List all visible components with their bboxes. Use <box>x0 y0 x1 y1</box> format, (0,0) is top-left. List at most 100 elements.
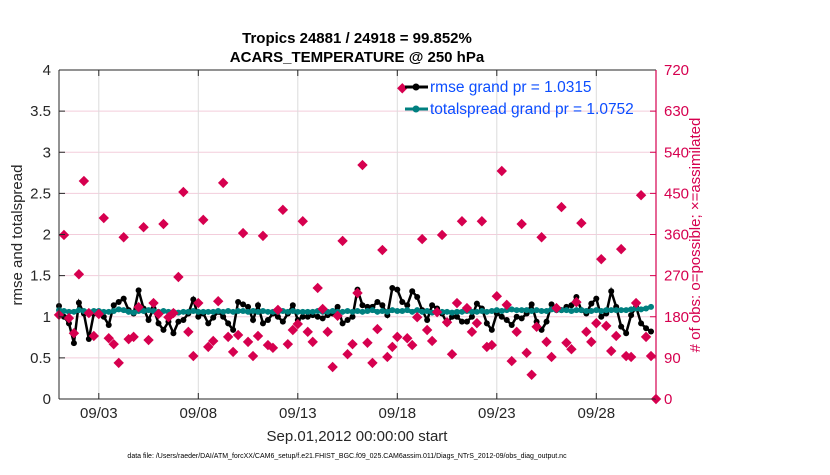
rmse-point <box>648 328 655 335</box>
y-tick-label: 2.5 <box>30 185 51 202</box>
totalspread-point <box>598 307 605 314</box>
totalspread-point <box>493 307 500 314</box>
obs-count-point <box>302 326 313 338</box>
totalspread-point <box>563 307 570 314</box>
chart-title-line-1: Tropics 24881 / 24918 = 99.852% <box>242 30 472 47</box>
y-tick-label: 4 <box>43 62 51 79</box>
legend-rmse-marker <box>412 83 420 91</box>
totalspread-point <box>613 307 620 314</box>
obs-count-point <box>556 201 567 213</box>
grid <box>59 70 656 399</box>
rmse-point <box>235 298 242 305</box>
rmse-point <box>259 320 266 327</box>
totalspread-point <box>220 308 227 315</box>
totalspread-point <box>419 308 426 315</box>
rmse-point <box>255 302 261 309</box>
obs-count-point <box>640 331 652 343</box>
rmse-point <box>210 314 217 321</box>
totalspread-point <box>359 308 366 315</box>
obs-count-point <box>392 331 403 343</box>
y-axis-label: rmse and totalspread <box>9 165 26 306</box>
rmse-point <box>230 326 237 333</box>
rmse-point <box>409 288 416 295</box>
rmse-point <box>70 340 77 347</box>
rmse-point <box>304 313 311 320</box>
obs-count-point <box>188 350 199 362</box>
obs-count-point <box>158 218 169 230</box>
obs-count-point <box>272 304 284 316</box>
obs-count-point <box>322 326 333 338</box>
totalspread-point <box>294 308 301 315</box>
totalspread-point <box>215 307 222 314</box>
rmse-point <box>643 325 650 332</box>
y-right-tick-label: 0 <box>664 391 672 408</box>
totalspread-point <box>593 307 600 314</box>
obs-count-point <box>387 341 398 353</box>
obs-count-point <box>332 310 343 322</box>
rmse-point <box>120 295 127 302</box>
y-right-tick-label: 540 <box>664 144 689 161</box>
totalspread-point <box>648 303 655 310</box>
obs-count-point <box>277 204 289 216</box>
obs-count-point <box>606 345 617 357</box>
obs-count-point <box>516 218 527 230</box>
obs-count-point <box>257 230 269 242</box>
x-tick-label: 09/28 <box>578 405 616 422</box>
legend-totalspread-marker <box>412 105 420 113</box>
series-layer <box>53 83 662 405</box>
y-right-tick-label: 270 <box>664 268 689 285</box>
obs-count-point <box>357 159 368 171</box>
y-right-tick-label: 630 <box>664 103 689 120</box>
obs-count-point <box>421 324 433 336</box>
rmse-point <box>593 295 600 302</box>
rmse-point <box>548 301 555 308</box>
obs-count-point <box>446 349 458 360</box>
totalspread-point <box>284 308 291 315</box>
rmse-point <box>414 294 421 301</box>
rmse-point <box>623 330 630 337</box>
totalspread-point <box>225 307 232 314</box>
totalspread-point <box>205 308 212 315</box>
rmse-point <box>638 320 645 327</box>
totalspread-point <box>444 308 451 315</box>
obs-count-point <box>83 307 95 319</box>
obs-count-point <box>88 330 100 342</box>
rmse-point <box>473 300 480 307</box>
totalspread-point <box>528 307 535 314</box>
totalspread-point <box>503 307 510 314</box>
totalspread-point <box>623 307 630 314</box>
obs-count-point <box>486 339 498 351</box>
obs-count-point <box>282 338 294 350</box>
obs-count-point <box>133 301 144 313</box>
rmse-point <box>250 317 257 324</box>
totalspread-point <box>389 307 396 314</box>
totalspread-point <box>628 306 635 313</box>
totalspread-point <box>424 307 431 314</box>
obs-count-point <box>143 334 154 346</box>
rmse-point <box>339 320 346 327</box>
totalspread-point <box>454 308 460 315</box>
obs-count-point <box>247 350 259 362</box>
totalspread-point <box>588 307 595 314</box>
obs-count-point <box>178 186 189 198</box>
obs-count-point <box>217 177 229 189</box>
rmse-point <box>105 321 112 328</box>
y-tick-label: 2 <box>43 227 51 244</box>
totalspread-point <box>309 308 316 315</box>
obs-count-point <box>297 216 308 227</box>
totalspread-point <box>145 307 152 314</box>
totalspread-point <box>125 308 132 315</box>
obs-count-point <box>98 212 109 224</box>
obs-count-point <box>402 333 413 344</box>
totalspread-point <box>498 307 505 314</box>
rmse-point <box>454 313 460 320</box>
obs-count-point <box>103 333 114 344</box>
obs-count-point <box>113 357 124 369</box>
obs-count-point <box>576 217 587 229</box>
obs-count-point <box>347 338 358 350</box>
obs-count-point <box>546 351 557 363</box>
totalspread-point <box>449 309 456 316</box>
totalspread-point <box>250 307 257 314</box>
totalspread-point <box>349 308 356 315</box>
y-right-tick-label: 360 <box>664 227 689 244</box>
